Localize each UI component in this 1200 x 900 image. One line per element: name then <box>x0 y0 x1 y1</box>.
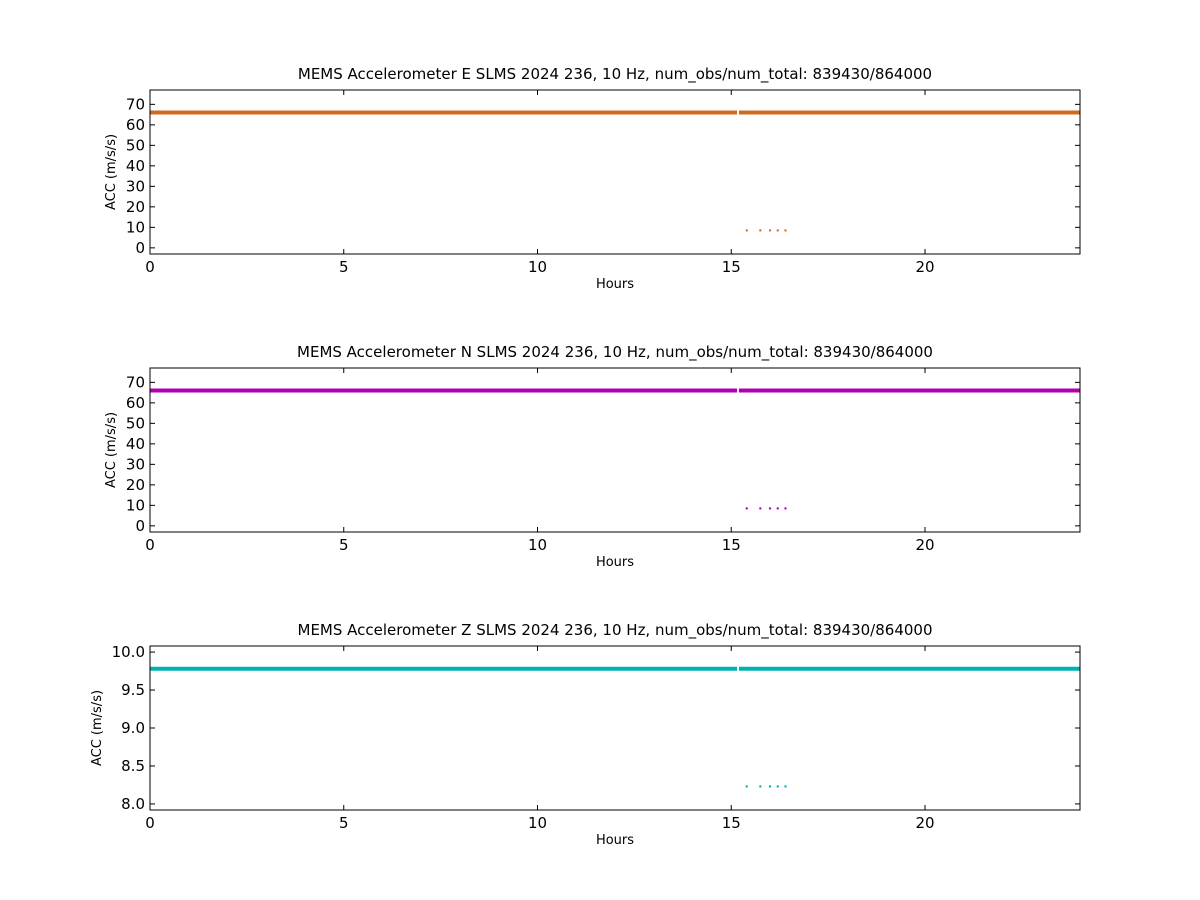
y-tick-label: 50 <box>126 414 145 432</box>
x-tick-label: 5 <box>339 814 349 832</box>
data-marks <box>150 388 1080 510</box>
axis-ticks: 0 5 10 15 20 0 10 20 30 40 50 60 70 <box>126 368 1080 554</box>
y-tick-label: 30 <box>126 177 145 195</box>
plot-n-axis: MEMS Accelerometer N SLMS 2024 236, 10 H… <box>104 343 1081 570</box>
axes-frame <box>149 89 1081 255</box>
data-point <box>776 785 779 788</box>
x-axis-label: Hours <box>596 555 634 570</box>
x-tick-label: 5 <box>339 536 349 554</box>
y-tick-label: 40 <box>126 435 145 453</box>
x-tick-label: 15 <box>722 258 741 276</box>
y-tick-label: 70 <box>126 95 145 113</box>
y-tick-label: 50 <box>126 136 145 154</box>
y-tick-label: 20 <box>126 476 145 494</box>
x-tick-label: 20 <box>915 258 934 276</box>
y-tick-label: 10 <box>126 218 145 236</box>
y-tick-label: 70 <box>126 373 145 391</box>
axis-ticks: 0 5 10 15 20 0 10 20 30 40 50 60 70 <box>126 90 1080 276</box>
plot-title: MEMS Accelerometer N SLMS 2024 236, 10 H… <box>297 343 933 362</box>
y-tick-label: 40 <box>126 157 145 175</box>
data-point <box>745 507 748 510</box>
y-axis-label: ACC (m/s/s) <box>90 690 105 766</box>
plot-z-axis: MEMS Accelerometer Z SLMS 2024 236, 10 H… <box>90 621 1081 848</box>
axes-frame <box>149 367 1081 533</box>
y-tick-label: 10.0 <box>112 643 145 661</box>
y-tick-label: 9.0 <box>121 719 145 737</box>
data-point <box>768 785 772 788</box>
y-tick-label: 8.5 <box>121 757 145 775</box>
data-point <box>759 229 762 232</box>
x-tick-label: 15 <box>722 814 741 832</box>
x-tick-label: 20 <box>915 536 934 554</box>
y-tick-label: 9.5 <box>121 681 145 699</box>
data-marks <box>150 666 1080 788</box>
plot-title: MEMS Accelerometer E SLMS 2024 236, 10 H… <box>298 65 932 84</box>
plot-e-axis: MEMS Accelerometer E SLMS 2024 236, 10 H… <box>104 65 1081 292</box>
data-point <box>784 785 787 788</box>
x-axis-label: Hours <box>596 833 634 848</box>
x-axis-label: Hours <box>596 277 634 292</box>
y-tick-label: 20 <box>126 198 145 216</box>
x-tick-label: 0 <box>145 258 155 276</box>
y-tick-label: 60 <box>126 116 145 134</box>
data-point <box>759 785 762 788</box>
x-tick-label: 20 <box>915 814 934 832</box>
y-tick-label: 0 <box>135 239 145 257</box>
data-point <box>776 229 779 232</box>
x-tick-label: 10 <box>528 814 547 832</box>
y-axis-label: ACC (m/s/s) <box>104 134 119 210</box>
y-tick-label: 10 <box>126 496 145 514</box>
y-tick-label: 60 <box>126 394 145 412</box>
x-tick-label: 10 <box>528 258 547 276</box>
y-tick-label: 8.0 <box>121 795 145 813</box>
data-marks <box>150 110 1080 232</box>
y-axis-label: ACC (m/s/s) <box>104 412 119 488</box>
data-point <box>784 507 787 510</box>
plot-title: MEMS Accelerometer Z SLMS 2024 236, 10 H… <box>298 621 933 640</box>
x-tick-label: 0 <box>145 536 155 554</box>
data-point <box>745 229 748 232</box>
axes-frame <box>149 645 1081 811</box>
y-tick-label: 30 <box>126 455 145 473</box>
data-point <box>768 507 772 510</box>
y-tick-label: 0 <box>135 517 145 535</box>
data-point <box>776 507 779 510</box>
data-point <box>784 229 787 232</box>
x-tick-label: 5 <box>339 258 349 276</box>
x-tick-label: 15 <box>722 536 741 554</box>
x-tick-label: 0 <box>145 814 155 832</box>
data-point <box>768 229 772 232</box>
x-tick-label: 10 <box>528 536 547 554</box>
data-point <box>745 785 748 788</box>
data-point <box>759 507 762 510</box>
